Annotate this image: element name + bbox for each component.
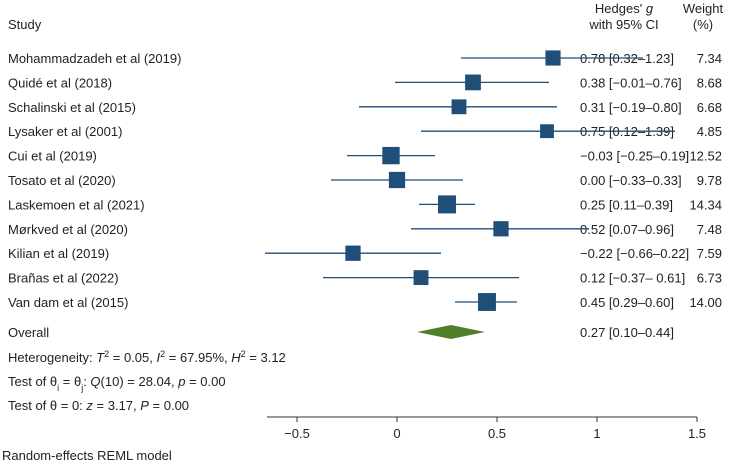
study-ci-text: 0.12 [−0.37– 0.61]: [580, 271, 685, 286]
header-weight-line2: (%): [693, 17, 713, 32]
header-weight-line1: Weight: [683, 1, 724, 16]
study-label: Cui et al (2019): [8, 149, 97, 164]
study-label: Kilian et al (2019): [8, 246, 109, 261]
study-label: Van dam et al (2015): [8, 295, 128, 310]
study-weight: 6.73: [697, 271, 722, 286]
effect-marker: [478, 293, 496, 311]
study-weight: 4.85: [697, 124, 722, 139]
study-label: Tosato et al (2020): [8, 173, 116, 188]
study-weight: 8.68: [697, 75, 722, 90]
study-label: Mørkved et al (2020): [8, 222, 128, 237]
study-ci-text: 0.25 [0.11–0.39]: [580, 197, 673, 212]
effect-marker: [413, 270, 429, 286]
effect-marker: [345, 245, 361, 261]
study-label: Lysaker et al (2001): [8, 124, 122, 139]
study-weight: 7.34: [697, 51, 722, 66]
study-ci-text: 0.00 [−0.33–0.33]: [580, 173, 682, 188]
x-axis: −0.5 0 0.5 1 1.5: [267, 416, 706, 441]
study-ci-text: −0.03 [−0.25–0.19]: [580, 149, 689, 164]
effect-marker: [545, 50, 561, 66]
study-ci-text: −0.22 [−0.66–0.22]: [580, 246, 689, 261]
x-tick-label: 0.5: [488, 426, 506, 441]
header-study: Study: [8, 17, 42, 32]
overall-ci-text: 0.27 [0.10–0.44]: [580, 325, 674, 340]
study-label: Quidé et al (2018): [8, 75, 112, 90]
theta-test: Test of θ = 0: z = 3.17, P = 0.00: [8, 398, 189, 413]
effect-marker: [493, 221, 509, 237]
header-effect-line2: with 95% CI: [588, 17, 658, 32]
effect-marker: [438, 195, 456, 214]
study-ci-text: 0.52 [0.07–0.96]: [580, 222, 674, 237]
study-ci-text: 0.45 [0.29–0.60]: [580, 295, 674, 310]
effect-marker: [382, 146, 400, 165]
overall-label: Overall: [8, 325, 49, 340]
header-effect-line1: Hedges' g: [595, 1, 654, 16]
study-label: Brañas et al (2022): [8, 271, 119, 286]
study-weight: 12.52: [689, 149, 722, 164]
study-weight: 7.59: [697, 246, 722, 261]
study-weight: 9.78: [697, 173, 722, 188]
study-label: Schalinski et al (2015): [8, 100, 136, 115]
study-label: Laskemoen et al (2021): [8, 197, 145, 212]
effect-marker: [388, 171, 406, 189]
heterogeneity-stats: Heterogeneity: T2 = 0.05, I2 = 67.95%, H…: [8, 349, 286, 365]
study-weight: 7.48: [697, 222, 722, 237]
x-tick-label: 1.5: [688, 426, 706, 441]
plot-marks: [265, 50, 675, 339]
study-label: Mohammadzadeh et al (2019): [8, 51, 181, 66]
study-rows: Mohammadzadeh et al (2019) 0.78 [0.32–1.2…: [8, 51, 722, 310]
study-weight: 14.00: [689, 295, 722, 310]
effect-marker: [451, 99, 467, 115]
homogeneity-test: Test of θi = θj: Q(10) = 28.04, p = 0.00: [8, 374, 226, 393]
effect-marker: [465, 74, 481, 91]
study-weight: 14.34: [689, 197, 722, 212]
study-weight: 6.68: [697, 100, 722, 115]
overall-diamond: [417, 325, 485, 339]
x-tick-label: −0.5: [284, 426, 310, 441]
study-ci-text: 0.38 [−0.01–0.76]: [580, 75, 682, 90]
effect-marker: [540, 124, 554, 139]
header-effect-line1-var: g: [646, 1, 654, 16]
x-tick-label: 1: [593, 426, 600, 441]
x-tick-label: 0: [393, 426, 400, 441]
footnote: Random-effects REML model: [2, 448, 172, 463]
header-effect-line1-pre: Hedges': [595, 1, 646, 16]
study-ci-text: 0.31 [−0.19–0.80]: [580, 100, 682, 115]
